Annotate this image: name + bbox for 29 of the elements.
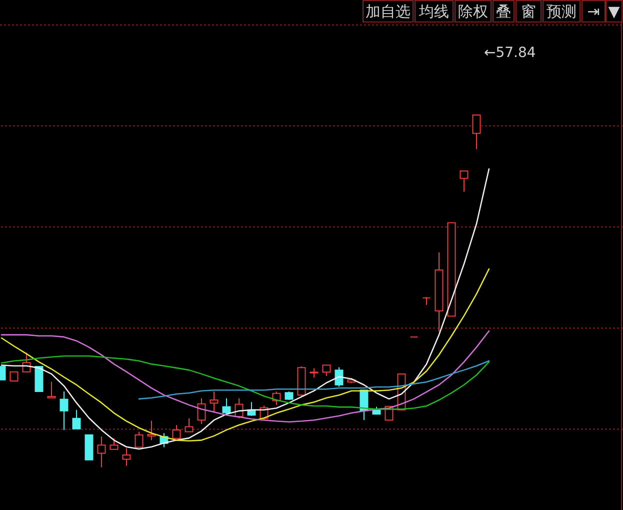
candlestick — [60, 391, 68, 430]
candlestick — [422, 296, 431, 306]
candlestick — [72, 409, 81, 430]
candlestick — [210, 391, 218, 412]
candlestick — [334, 366, 344, 388]
candlestick — [47, 381, 56, 398]
text: 均线 — [418, 2, 449, 20]
candlestick — [184, 418, 194, 432]
text: ←57.84 — [484, 45, 536, 61]
text: 预测 — [546, 2, 576, 20]
candlestick — [134, 431, 144, 448]
candlestick — [110, 438, 118, 450]
candlestick — [197, 398, 206, 424]
candlestick — [97, 436, 106, 468]
candlestick — [310, 368, 318, 378]
candlestick — [10, 371, 18, 382]
text: 加自选 — [366, 2, 410, 20]
text: 叠 — [496, 2, 511, 20]
text: 除权 — [458, 2, 488, 20]
candlestick — [122, 448, 131, 466]
candlestick — [172, 424, 181, 439]
text: ▼ — [608, 2, 620, 20]
text: ⇥ — [587, 2, 600, 20]
candlestick — [147, 420, 156, 441]
candlestick — [472, 114, 481, 150]
candlestick — [222, 398, 231, 414]
candlestick — [322, 364, 331, 377]
candlestick — [460, 170, 468, 192]
text: 窗 — [521, 2, 536, 20]
